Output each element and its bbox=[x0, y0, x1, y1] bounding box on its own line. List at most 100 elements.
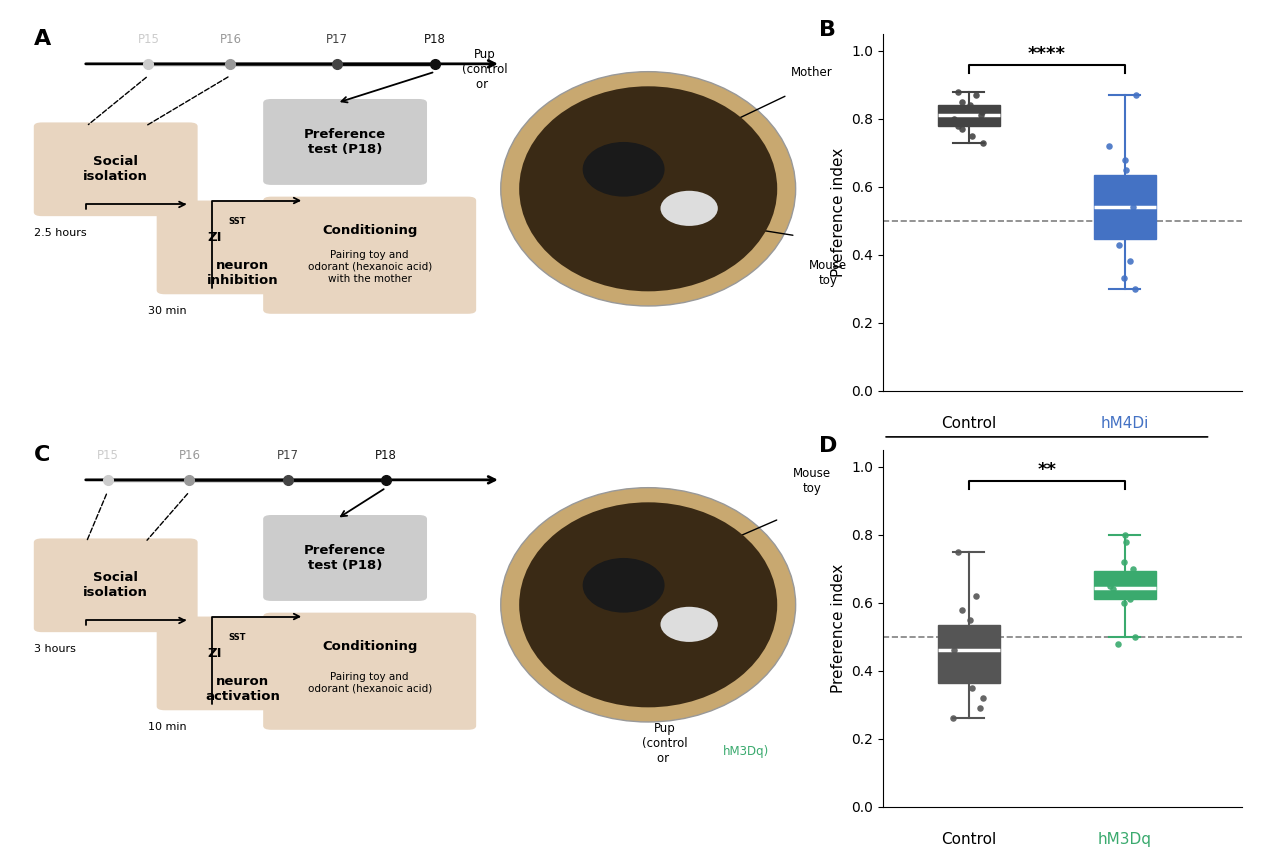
Text: neuron
inhibition: neuron inhibition bbox=[207, 259, 279, 287]
Point bbox=[945, 112, 965, 126]
Point bbox=[973, 115, 993, 129]
Point bbox=[1123, 200, 1143, 214]
Point bbox=[1114, 173, 1134, 187]
Point bbox=[960, 98, 980, 112]
Point bbox=[943, 623, 964, 637]
Y-axis label: Preference index: Preference index bbox=[831, 148, 846, 277]
Text: hM4Di: hM4Di bbox=[1101, 415, 1149, 430]
Point bbox=[966, 88, 987, 102]
Text: Preference
test (P18): Preference test (P18) bbox=[305, 544, 387, 572]
Point bbox=[972, 105, 992, 119]
Text: A: A bbox=[33, 29, 51, 48]
Point bbox=[951, 95, 972, 109]
Text: hM4Di): hM4Di) bbox=[562, 136, 604, 149]
FancyBboxPatch shape bbox=[156, 200, 329, 295]
Text: hM3Dq: hM3Dq bbox=[1098, 831, 1152, 846]
Text: Pup
(control
or: Pup (control or bbox=[462, 48, 507, 91]
Point bbox=[1103, 582, 1124, 596]
Text: ZI: ZI bbox=[207, 647, 223, 661]
Text: hM3Dq): hM3Dq) bbox=[723, 745, 769, 758]
Ellipse shape bbox=[500, 71, 796, 306]
Point bbox=[1108, 238, 1129, 251]
Point bbox=[948, 85, 969, 98]
Point bbox=[1120, 255, 1140, 268]
Point bbox=[973, 654, 993, 667]
Text: Mouse
toy: Mouse toy bbox=[809, 259, 847, 287]
Text: P17: P17 bbox=[326, 33, 348, 46]
Text: C: C bbox=[33, 445, 50, 464]
Point bbox=[948, 545, 969, 559]
Ellipse shape bbox=[660, 191, 718, 226]
Ellipse shape bbox=[582, 142, 664, 197]
Text: 30 min: 30 min bbox=[148, 306, 187, 316]
Ellipse shape bbox=[520, 87, 777, 291]
Point bbox=[963, 129, 983, 143]
Ellipse shape bbox=[582, 558, 664, 613]
Text: Social
isolation: Social isolation bbox=[83, 571, 148, 599]
Text: P15: P15 bbox=[96, 449, 119, 462]
FancyBboxPatch shape bbox=[156, 616, 329, 711]
Point bbox=[1100, 211, 1120, 224]
Text: ZI: ZI bbox=[207, 231, 223, 245]
FancyBboxPatch shape bbox=[33, 538, 197, 633]
Text: P16: P16 bbox=[219, 33, 242, 46]
FancyBboxPatch shape bbox=[264, 613, 476, 730]
Ellipse shape bbox=[520, 503, 777, 707]
Point bbox=[945, 644, 965, 657]
FancyBboxPatch shape bbox=[264, 515, 428, 601]
Point bbox=[1124, 282, 1144, 295]
Text: SST: SST bbox=[228, 216, 246, 226]
Point bbox=[972, 637, 992, 650]
Text: Pairing toy and
odorant (hexanoic acid)
with the mother: Pairing toy and odorant (hexanoic acid) … bbox=[307, 250, 431, 284]
Point bbox=[972, 109, 992, 122]
Point bbox=[1124, 630, 1144, 644]
Point bbox=[973, 691, 993, 705]
Point bbox=[1103, 217, 1124, 231]
Point bbox=[951, 603, 972, 616]
Point bbox=[1103, 190, 1124, 204]
Point bbox=[1103, 569, 1124, 582]
FancyBboxPatch shape bbox=[264, 99, 428, 185]
Point bbox=[943, 711, 964, 725]
Point bbox=[952, 671, 973, 684]
Text: B: B bbox=[819, 20, 836, 40]
Point bbox=[1108, 637, 1129, 650]
PathPatch shape bbox=[1093, 571, 1156, 599]
Text: **: ** bbox=[1037, 461, 1056, 479]
Text: D: D bbox=[819, 436, 837, 456]
PathPatch shape bbox=[938, 105, 1000, 126]
Point bbox=[1116, 163, 1137, 177]
Point bbox=[1100, 579, 1120, 593]
Text: 3 hours: 3 hours bbox=[33, 644, 76, 654]
Ellipse shape bbox=[660, 607, 718, 642]
Text: 10 min: 10 min bbox=[148, 722, 187, 732]
Point bbox=[1100, 139, 1120, 153]
Point bbox=[973, 136, 993, 149]
Text: SST: SST bbox=[228, 633, 246, 642]
Point bbox=[1120, 593, 1140, 606]
Point bbox=[1114, 596, 1134, 610]
Text: ****: **** bbox=[1028, 45, 1066, 63]
Point bbox=[1115, 153, 1135, 166]
Point bbox=[1125, 88, 1146, 102]
Point bbox=[1114, 555, 1134, 569]
Point bbox=[1108, 589, 1129, 603]
Text: Pairing toy and
odorant (hexanoic acid): Pairing toy and odorant (hexanoic acid) bbox=[307, 672, 431, 694]
Text: P18: P18 bbox=[375, 449, 397, 462]
Text: 2.5 hours: 2.5 hours bbox=[33, 228, 87, 238]
PathPatch shape bbox=[938, 625, 1000, 683]
Text: Conditioning: Conditioning bbox=[323, 640, 417, 653]
Point bbox=[947, 119, 968, 132]
Text: P16: P16 bbox=[178, 449, 201, 462]
Text: P18: P18 bbox=[424, 33, 447, 46]
Text: Mouse
toy: Mouse toy bbox=[794, 468, 831, 496]
Point bbox=[970, 701, 991, 715]
Text: Pup
(control
or: Pup (control or bbox=[641, 722, 687, 765]
Point bbox=[1102, 586, 1123, 599]
Point bbox=[963, 681, 983, 694]
Point bbox=[1102, 228, 1123, 241]
Text: Conditioning: Conditioning bbox=[323, 224, 417, 237]
Point bbox=[1123, 183, 1143, 197]
FancyBboxPatch shape bbox=[264, 197, 476, 314]
Point bbox=[943, 102, 964, 115]
